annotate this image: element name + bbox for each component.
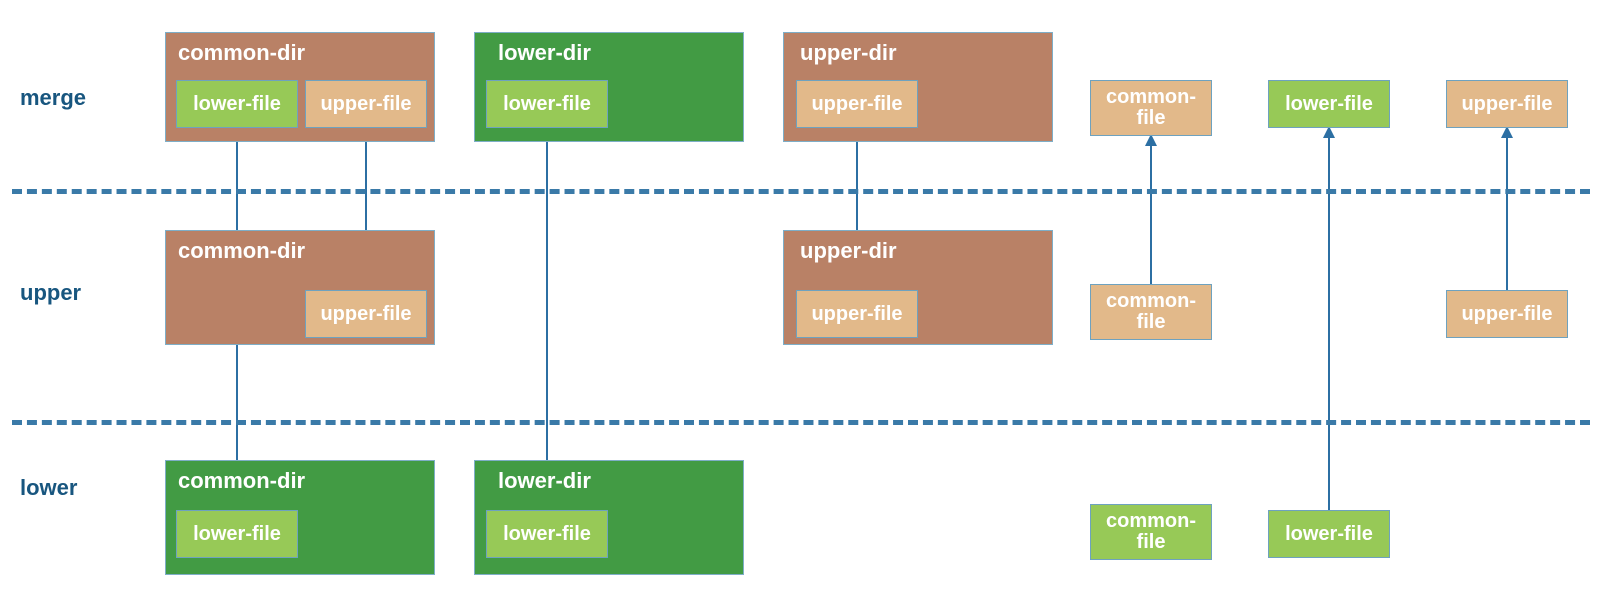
lower-common-dir-title: common-dir: [178, 468, 305, 494]
label-upper: upper: [20, 280, 81, 306]
layer-divider: [12, 189, 1590, 194]
merge-upper-file: upper-file: [1446, 80, 1568, 128]
lower-lower-file: lower-file: [1268, 510, 1390, 558]
upper-common-dir-title: common-dir: [178, 238, 305, 264]
lower-common-lower-file: lower-file: [176, 510, 298, 558]
merge-upper-dir-title: upper-dir: [800, 40, 897, 66]
lower-common-file: common- file: [1090, 504, 1212, 560]
merge-common-upper-file: upper-file: [305, 80, 427, 128]
lower-lower-dir-title: lower-dir: [498, 468, 591, 494]
label-merge: merge: [20, 85, 86, 111]
merge-common-dir-title: common-dir: [178, 40, 305, 66]
lower-lowerdir-lower-file: lower-file: [486, 510, 608, 558]
label-lower: lower: [20, 475, 77, 501]
upper-common-upper-file: upper-file: [305, 290, 427, 338]
merge-upperdir-upper-file: upper-file: [796, 80, 918, 128]
merge-common-lower-file: lower-file: [176, 80, 298, 128]
diagram-stage: merge upper lower common-dir lower-dir upper-…: [0, 0, 1602, 594]
merge-common-file: common- file: [1090, 80, 1212, 136]
upper-upperdir-upper-file: upper-file: [796, 290, 918, 338]
merge-lowerdir-lower-file: lower-file: [486, 80, 608, 128]
layer-divider: [12, 420, 1590, 425]
upper-upper-dir-title: upper-dir: [800, 238, 897, 264]
upper-common-file: common- file: [1090, 284, 1212, 340]
merge-lower-dir-title: lower-dir: [498, 40, 591, 66]
merge-lower-file: lower-file: [1268, 80, 1390, 128]
upper-upper-file: upper-file: [1446, 290, 1568, 338]
